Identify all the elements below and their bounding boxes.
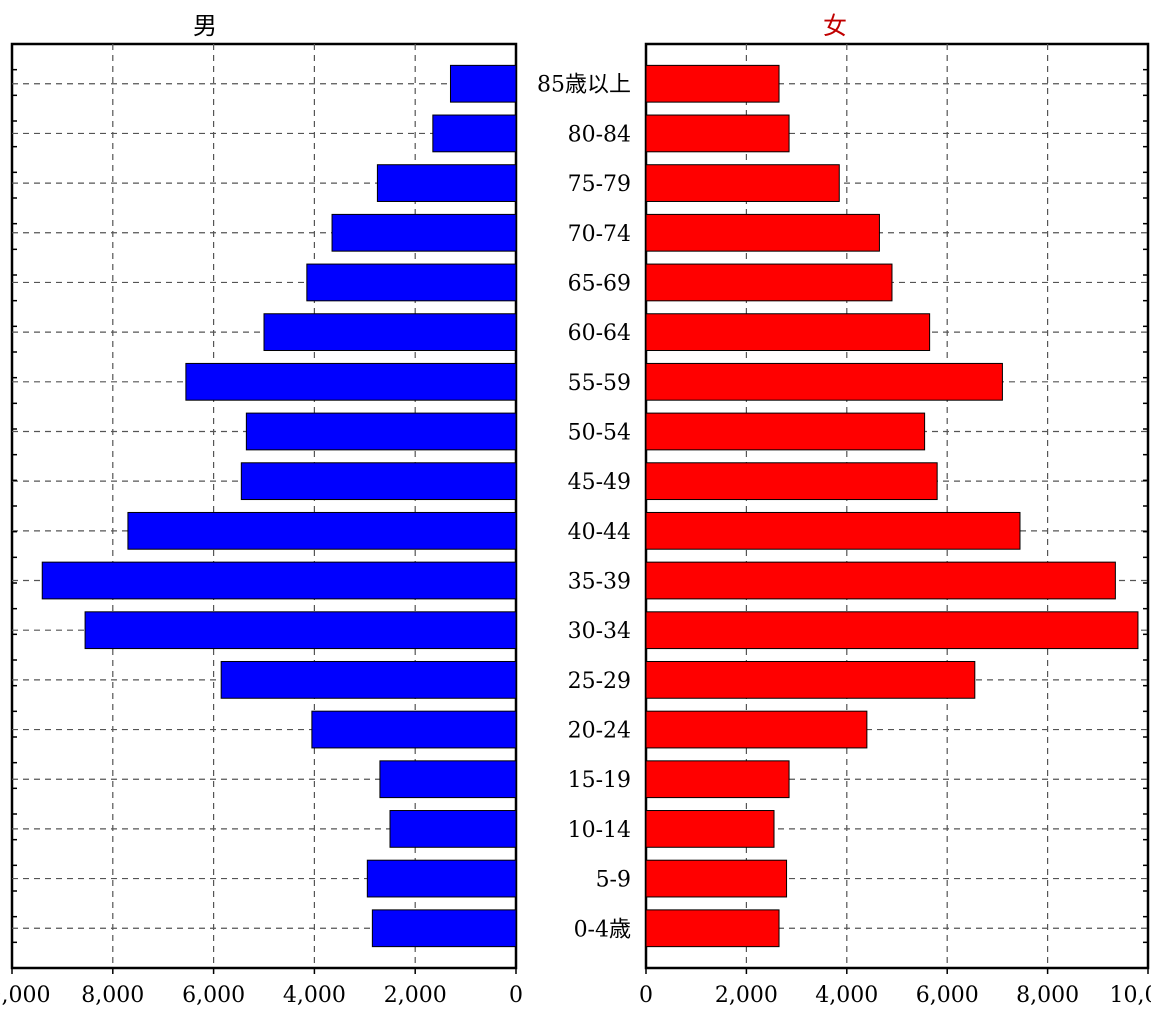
male-bar [449,64,517,103]
age-group-label: 50-54 [568,420,631,445]
female-bar [645,362,1003,401]
female-bar [645,213,880,252]
age-group-labels: 85歳以上 80-84 75-79 70-74 65-69 60-64 55-59 50-54… [537,73,631,943]
male-panel: 0 2,000 4,000 6,000 8,000 10,000 [0,42,523,1008]
female-bar [645,313,931,352]
male-bar [376,164,517,202]
female-bar [645,462,938,501]
age-group-label: 45-49 [568,470,631,495]
male-bar [311,710,517,749]
x-tick-label: 6,000 [916,983,979,1008]
female-bar [645,561,1116,600]
x-tick-label: 10,000 [0,983,50,1008]
x-tick-label: 8,000 [1016,983,1079,1008]
age-group-label: 30-34 [568,619,631,644]
x-tick-label: 6,000 [182,983,245,1008]
x-tick-label: 0 [509,983,523,1008]
male-panel-title: 男 [193,12,217,40]
female-bar [645,114,790,153]
male-bar [84,611,517,650]
male-bar [240,462,517,501]
age-group-label: 70-74 [568,222,631,247]
male-bar [389,810,517,848]
male-bar [185,362,517,401]
male-bar [41,561,517,600]
age-group-label: 0-4歳 [574,917,631,942]
female-bar [645,660,976,699]
x-tick-label: 4,000 [815,983,878,1008]
x-tick-label: 2,000 [715,983,778,1008]
male-bar [306,263,517,302]
age-group-label: 65-69 [568,271,631,296]
male-bar [331,213,517,252]
x-tick-label: 0 [639,983,653,1008]
female-bar [645,810,775,848]
female-bar [645,909,780,948]
age-group-label: 25-29 [568,669,631,694]
age-group-label: 60-64 [568,321,631,346]
female-bar [645,859,788,898]
x-tick-label: 2,000 [384,983,447,1008]
male-bar [379,760,517,799]
age-group-label: 5-9 [596,868,631,893]
x-tick-label: 8,000 [81,983,144,1008]
female-bar [645,760,790,799]
age-group-label: 75-79 [568,172,631,197]
age-group-label: 80-84 [568,122,631,147]
age-group-label: 10-14 [568,818,631,843]
female-bar [645,263,893,302]
male-bar [366,859,517,898]
male-bar [432,114,517,153]
x-tick-label: 4,000 [283,983,346,1008]
age-group-label: 85歳以上 [537,73,631,98]
male-bar [245,412,517,451]
female-bar [645,611,1139,650]
female-panel-title: 女 [823,12,847,40]
age-group-label: 15-19 [568,768,631,793]
age-group-label: 20-24 [568,719,631,744]
female-bar [645,164,840,202]
male-bar [263,313,517,352]
male-bar [127,511,517,550]
x-tick-label: 10,000 [1110,983,1151,1008]
female-bar [645,64,780,103]
age-group-label: 40-44 [568,520,631,545]
male-bar [220,660,517,699]
female-bar [645,710,868,749]
age-group-label: 35-39 [568,570,631,595]
female-panel: 0 2,000 4,000 6,000 8,000 10,000 [639,42,1151,1008]
age-group-label: 55-59 [568,371,631,396]
female-bar [645,511,1021,550]
female-bar [645,412,926,451]
male-bar [371,909,517,948]
